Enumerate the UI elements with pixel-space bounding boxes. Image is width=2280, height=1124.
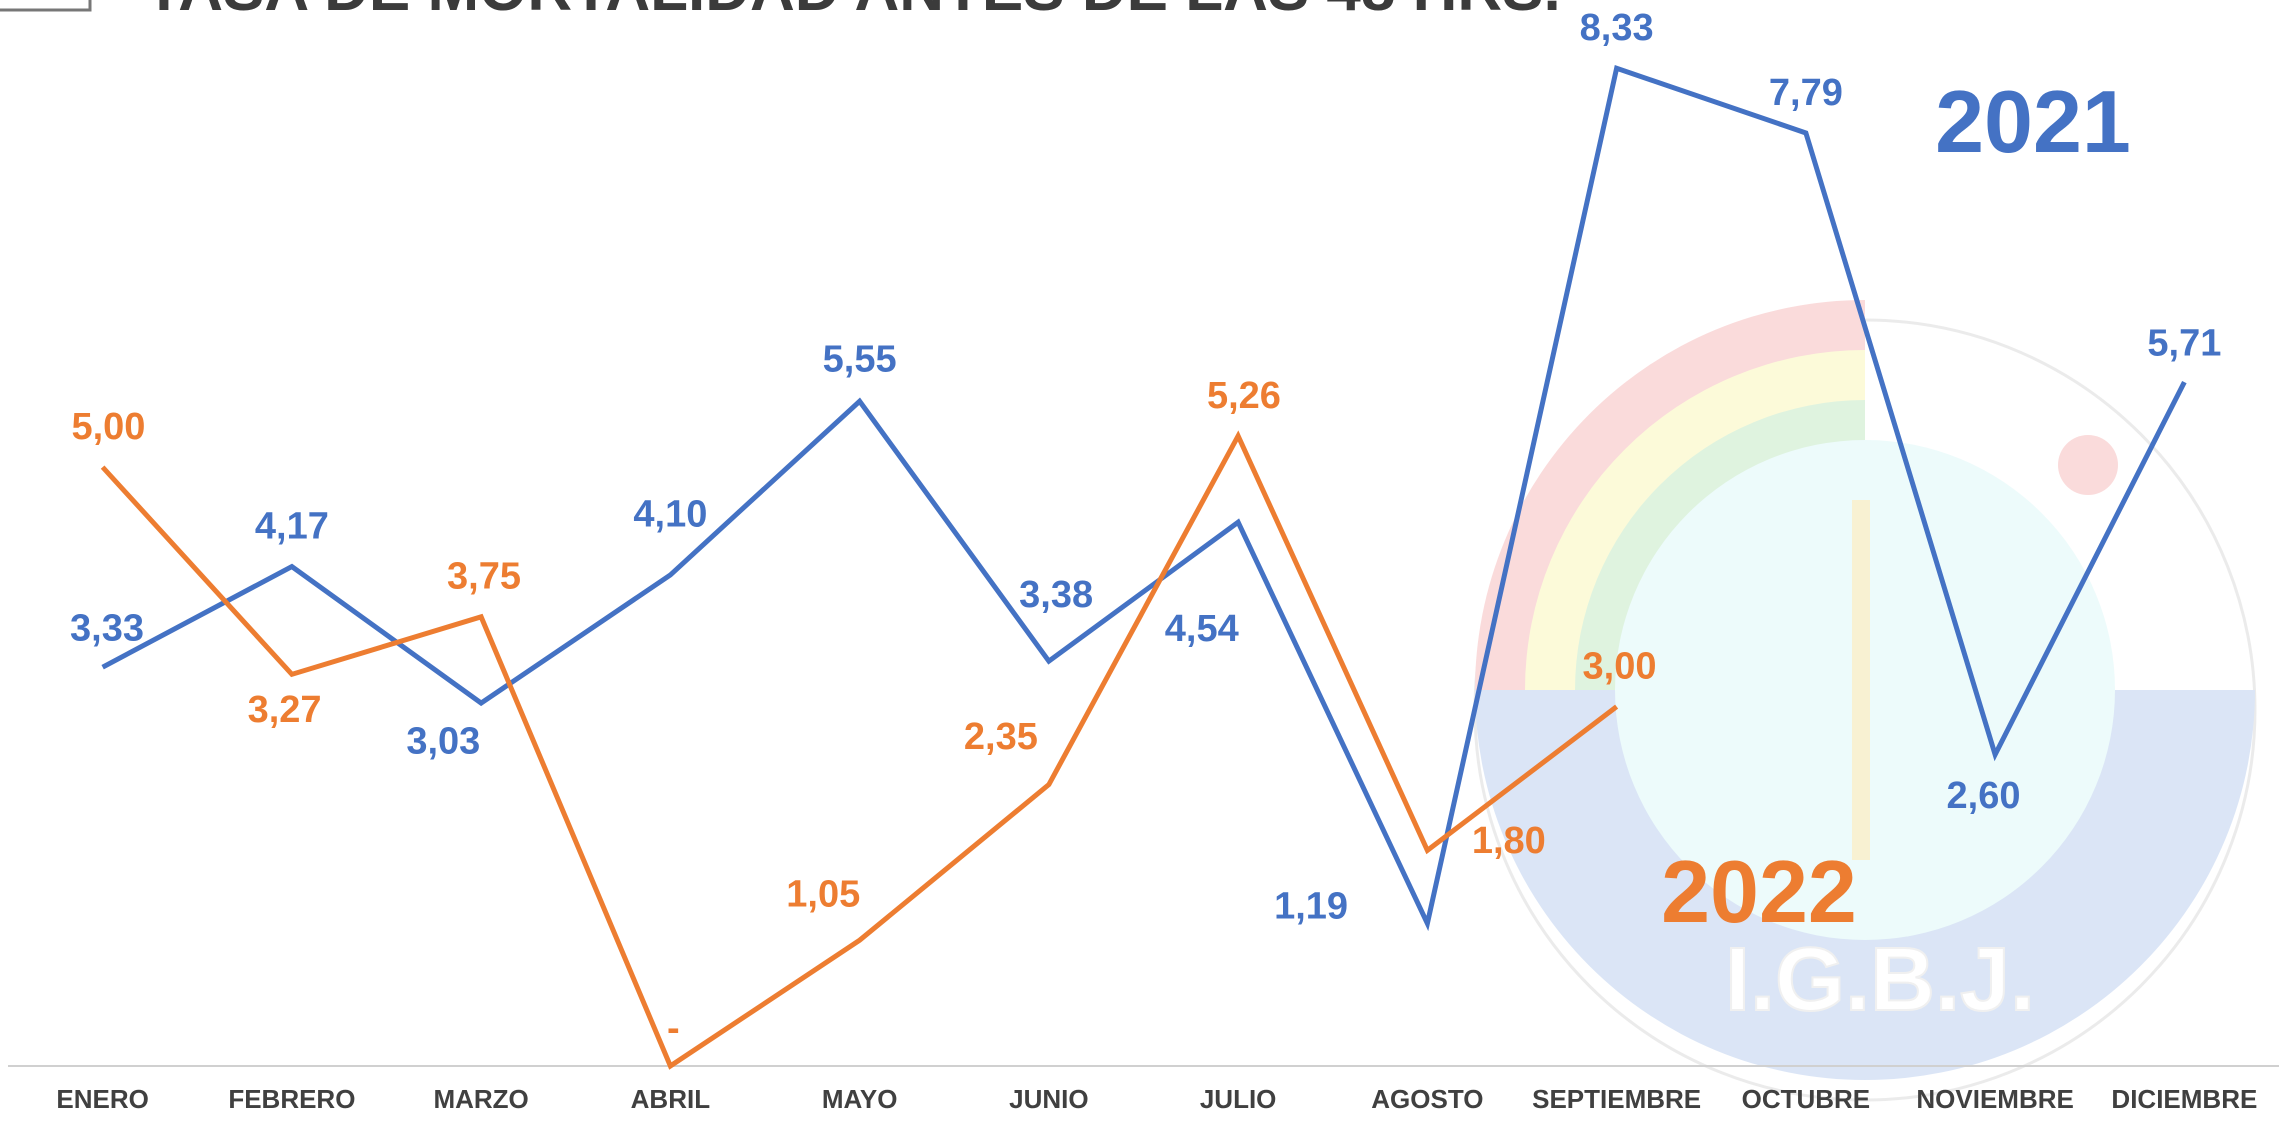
title-box <box>0 0 92 12</box>
x-tick-label: MARZO <box>433 1084 528 1114</box>
x-tick-label: SEPTIEMBRE <box>1532 1084 1701 1114</box>
watermark-text: I.G.B.J. <box>1725 930 2035 1030</box>
data-label: 3,27 <box>248 689 322 731</box>
x-tick-label: JUNIO <box>1009 1084 1088 1114</box>
x-tick-label: ABRIL <box>631 1084 711 1114</box>
data-label: 4,10 <box>633 493 707 535</box>
series-name: 2022 <box>1661 842 1857 941</box>
x-tick-label: JULIO <box>1200 1084 1277 1114</box>
data-label: 3,38 <box>1019 574 1093 616</box>
data-label: 1,05 <box>786 873 860 915</box>
series-line <box>100 430 1619 1070</box>
x-tick-label: DICIEMBRE <box>2111 1084 2257 1114</box>
data-label: 8,33 <box>1580 7 1654 49</box>
data-label: 3,33 <box>70 607 144 649</box>
x-tick-label: OCTUBRE <box>1742 1084 1871 1114</box>
data-label: 5,55 <box>823 339 897 381</box>
data-label: 1,19 <box>1274 886 1348 928</box>
x-tick-label: AGOSTO <box>1371 1084 1483 1114</box>
data-label: 5,00 <box>71 406 145 448</box>
series-name: 2021 <box>1935 72 2131 171</box>
data-label: - <box>667 1008 680 1050</box>
x-tick-label: FEBRERO <box>228 1084 355 1114</box>
data-label: 5,71 <box>2147 322 2221 364</box>
data-label: 3,03 <box>406 720 480 762</box>
data-label: 4,54 <box>1165 608 1239 650</box>
x-tick-label: NOVIEMBRE <box>1916 1084 2073 1114</box>
data-label: 5,26 <box>1207 375 1281 417</box>
data-label: 3,75 <box>447 556 521 598</box>
x-tick-label: ENERO <box>56 1084 148 1114</box>
x-tick-label: MAYO <box>822 1084 898 1114</box>
chart-title: TASA DE MORTALIDAD ANTES DE LAS 48 HRS. <box>145 0 1561 24</box>
data-label: 7,79 <box>1769 72 1843 114</box>
data-label: 2,35 <box>964 716 1038 758</box>
data-label: 1,80 <box>1472 820 1546 862</box>
series-line <box>101 65 2187 932</box>
data-label: 4,17 <box>255 505 329 547</box>
watermark-logo: I.G.B.J. <box>1473 300 2257 1102</box>
data-label: 2,60 <box>1947 775 2021 817</box>
data-label: 3,00 <box>1583 646 1657 688</box>
